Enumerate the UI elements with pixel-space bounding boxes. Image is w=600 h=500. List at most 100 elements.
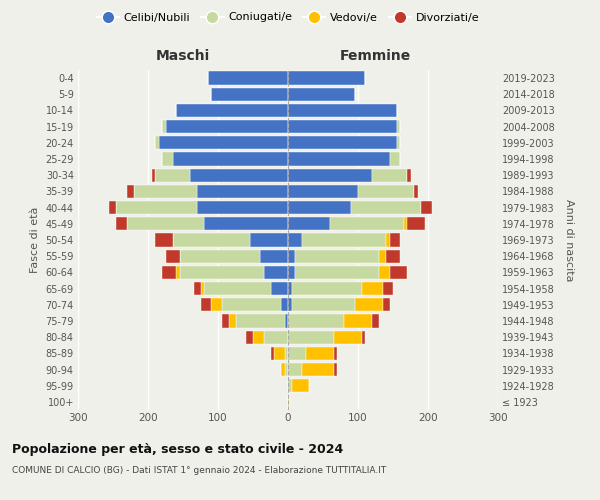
Bar bbox=[260, 250, 288, 263]
Bar bbox=[334, 330, 361, 344]
Bar bbox=[173, 152, 288, 166]
Bar bbox=[407, 168, 410, 182]
Bar bbox=[271, 346, 274, 360]
Bar bbox=[397, 120, 400, 134]
Bar bbox=[151, 168, 155, 182]
Bar bbox=[389, 266, 407, 279]
Bar bbox=[109, 201, 116, 214]
Bar bbox=[379, 250, 386, 263]
Bar bbox=[372, 168, 407, 182]
Bar bbox=[211, 88, 288, 101]
Bar bbox=[263, 330, 288, 344]
Bar bbox=[383, 282, 393, 295]
Bar bbox=[386, 250, 400, 263]
Bar bbox=[197, 185, 288, 198]
Bar bbox=[204, 217, 288, 230]
Bar bbox=[372, 314, 379, 328]
Bar bbox=[155, 136, 158, 149]
Bar bbox=[274, 346, 284, 360]
Bar bbox=[421, 201, 431, 214]
Bar bbox=[263, 266, 288, 279]
Bar bbox=[288, 136, 397, 149]
Bar bbox=[250, 234, 288, 246]
Bar bbox=[288, 72, 365, 85]
Bar bbox=[197, 201, 288, 214]
Bar bbox=[281, 363, 284, 376]
Bar bbox=[281, 298, 288, 312]
Bar bbox=[284, 346, 288, 360]
Bar bbox=[292, 379, 309, 392]
Bar bbox=[288, 217, 330, 230]
Bar bbox=[284, 314, 288, 328]
Text: Popolazione per età, sesso e stato civile - 2024: Popolazione per età, sesso e stato civil… bbox=[12, 442, 343, 456]
Bar bbox=[288, 314, 344, 328]
Bar bbox=[305, 346, 334, 360]
Text: COMUNE DI CALCIO (BG) - Dati ISTAT 1° gennaio 2024 - Elaborazione TUTTITALIA.IT: COMUNE DI CALCIO (BG) - Dati ISTAT 1° ge… bbox=[12, 466, 386, 475]
Bar bbox=[292, 282, 361, 295]
Bar bbox=[288, 363, 302, 376]
Bar bbox=[288, 396, 289, 408]
Bar bbox=[253, 330, 263, 344]
Bar bbox=[407, 217, 425, 230]
Bar bbox=[302, 363, 334, 376]
Bar bbox=[288, 379, 292, 392]
Bar bbox=[383, 298, 389, 312]
Bar bbox=[288, 250, 295, 263]
Bar bbox=[288, 330, 334, 344]
Bar bbox=[288, 346, 305, 360]
Bar bbox=[288, 88, 355, 101]
Bar bbox=[288, 282, 292, 295]
Bar bbox=[288, 234, 302, 246]
Bar bbox=[127, 185, 134, 198]
Bar bbox=[155, 168, 190, 182]
Bar bbox=[166, 120, 288, 134]
Bar bbox=[358, 185, 414, 198]
Bar bbox=[246, 330, 253, 344]
Bar bbox=[292, 298, 355, 312]
Bar bbox=[361, 330, 365, 344]
Bar bbox=[288, 104, 397, 117]
Bar bbox=[288, 266, 295, 279]
Bar bbox=[190, 168, 288, 182]
Bar bbox=[404, 217, 407, 230]
Bar bbox=[166, 250, 179, 263]
Bar bbox=[334, 363, 337, 376]
Bar bbox=[229, 314, 235, 328]
Bar bbox=[295, 266, 379, 279]
Bar bbox=[235, 314, 284, 328]
Bar bbox=[162, 120, 166, 134]
Bar bbox=[288, 201, 351, 214]
Bar bbox=[386, 234, 389, 246]
Bar bbox=[176, 266, 179, 279]
Bar bbox=[162, 266, 176, 279]
Bar bbox=[211, 298, 221, 312]
Bar bbox=[397, 136, 400, 149]
Bar bbox=[271, 282, 288, 295]
Bar bbox=[208, 72, 288, 85]
Bar bbox=[221, 298, 281, 312]
Bar bbox=[284, 363, 288, 376]
Bar bbox=[288, 120, 397, 134]
Bar bbox=[344, 314, 372, 328]
Bar bbox=[200, 298, 211, 312]
Bar bbox=[173, 234, 250, 246]
Bar bbox=[127, 217, 204, 230]
Legend: Celibi/Nubili, Coniugati/e, Vedovi/e, Divorziati/e: Celibi/Nubili, Coniugati/e, Vedovi/e, Di… bbox=[92, 8, 484, 27]
Bar bbox=[200, 282, 204, 295]
Bar bbox=[302, 234, 386, 246]
Text: Femmine: Femmine bbox=[340, 48, 410, 62]
Bar bbox=[351, 201, 421, 214]
Bar bbox=[361, 282, 383, 295]
Bar bbox=[288, 152, 389, 166]
Bar bbox=[176, 104, 288, 117]
Bar bbox=[288, 185, 358, 198]
Bar bbox=[288, 168, 372, 182]
Bar bbox=[330, 217, 404, 230]
Bar bbox=[288, 298, 292, 312]
Bar bbox=[193, 282, 200, 295]
Y-axis label: Fasce di età: Fasce di età bbox=[30, 207, 40, 273]
Bar bbox=[389, 152, 400, 166]
Y-axis label: Anni di nascita: Anni di nascita bbox=[565, 198, 574, 281]
Text: Maschi: Maschi bbox=[156, 48, 210, 62]
Bar bbox=[134, 185, 197, 198]
